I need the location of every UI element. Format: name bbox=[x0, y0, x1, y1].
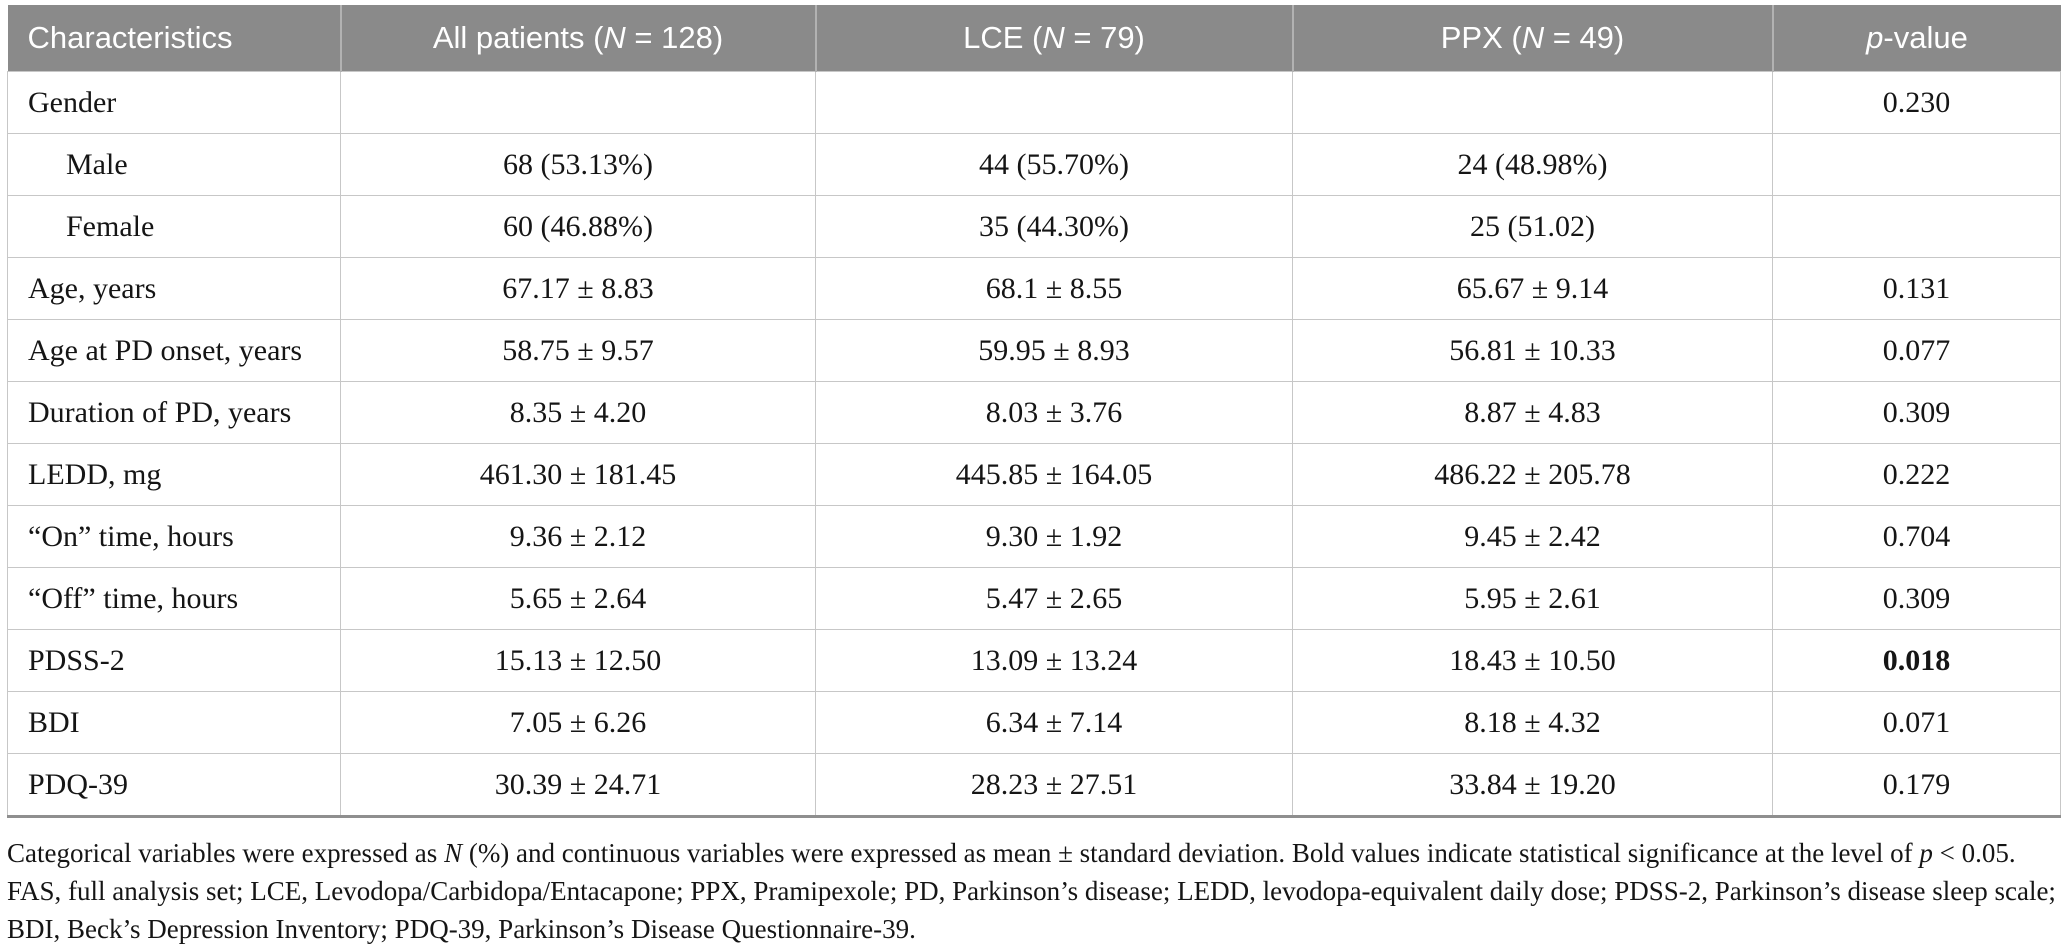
p-value-cell: 0.222 bbox=[1772, 443, 2061, 506]
lce-cell: 13.09 ± 13.24 bbox=[815, 629, 1293, 692]
ppx-cell: 486.22 ± 205.78 bbox=[1292, 443, 1773, 506]
p-value-cell: 0.309 bbox=[1772, 567, 2061, 630]
p-value-cell bbox=[1772, 195, 2061, 258]
row-bdi: BDI 7.05 ± 6.26 6.34 ± 7.14 8.18 ± 4.32 … bbox=[7, 691, 2061, 754]
all-patients-cell: 30.39 ± 24.71 bbox=[340, 753, 816, 818]
all-patients-cell: 461.30 ± 181.45 bbox=[340, 443, 816, 506]
footnote-text: (%) and continuous variables were expres… bbox=[462, 838, 1920, 868]
table-footnote: Categorical variables were expressed as … bbox=[7, 834, 2060, 948]
footnote-text: < 0.05. FAS, full analysis set; LCE, Lev… bbox=[7, 838, 2056, 944]
row-label-cell: Age at PD onset, years bbox=[7, 319, 341, 382]
row-male: Male 68 (53.13%) 44 (55.70%) 24 (48.98%) bbox=[7, 133, 2061, 196]
lce-cell: 28.23 ± 27.51 bbox=[815, 753, 1293, 818]
row-label-cell: Age, years bbox=[7, 257, 341, 320]
lce-cell bbox=[815, 71, 1293, 134]
ppx-cell: 65.67 ± 9.14 bbox=[1292, 257, 1773, 320]
ppx-cell: 8.87 ± 4.83 bbox=[1292, 381, 1773, 444]
row-age-at-pd-onset: Age at PD onset, years 58.75 ± 9.57 59.9… bbox=[7, 319, 2061, 382]
header-p-value-post: -value bbox=[1883, 20, 1968, 55]
row-label-cell: “On” time, hours bbox=[7, 505, 341, 568]
header-all-patients-n: N bbox=[603, 20, 626, 55]
p-value-cell: 0.230 bbox=[1772, 71, 2061, 134]
header-row: Characteristics All patients (N = 128) L… bbox=[7, 5, 2061, 72]
header-ppx-pre: PPX ( bbox=[1440, 20, 1522, 55]
all-patients-cell: 8.35 ± 4.20 bbox=[340, 381, 816, 444]
ppx-cell: 24 (48.98%) bbox=[1292, 133, 1773, 196]
row-label-cell: LEDD, mg bbox=[7, 443, 341, 506]
lce-cell: 59.95 ± 8.93 bbox=[815, 319, 1293, 382]
row-duration-of-pd: Duration of PD, years 8.35 ± 4.20 8.03 ±… bbox=[7, 381, 2061, 444]
p-value-cell: 0.704 bbox=[1772, 505, 2061, 568]
lce-cell: 68.1 ± 8.55 bbox=[815, 257, 1293, 320]
header-lce-post: = 79) bbox=[1064, 20, 1145, 55]
header-characteristics: Characteristics bbox=[7, 5, 342, 72]
row-age: Age, years 67.17 ± 8.83 68.1 ± 8.55 65.6… bbox=[7, 257, 2061, 320]
row-label-cell: “Off” time, hours bbox=[7, 567, 341, 630]
row-label-cell: BDI bbox=[7, 691, 341, 754]
all-patients-cell: 68 (53.13%) bbox=[340, 133, 816, 196]
row-label-cell: Female bbox=[7, 195, 341, 258]
characteristics-table: Characteristics All patients (N = 128) L… bbox=[7, 5, 2061, 818]
ppx-cell: 5.95 ± 2.61 bbox=[1292, 567, 1773, 630]
p-value-cell: 0.309 bbox=[1772, 381, 2061, 444]
header-lce-pre: LCE ( bbox=[963, 20, 1043, 55]
ppx-cell: 33.84 ± 19.20 bbox=[1292, 753, 1773, 818]
ppx-cell: 9.45 ± 2.42 bbox=[1292, 505, 1773, 568]
row-female: Female 60 (46.88%) 35 (44.30%) 25 (51.02… bbox=[7, 195, 2061, 258]
header-ppx-post: = 49) bbox=[1544, 20, 1625, 55]
p-value-cell: 0.071 bbox=[1772, 691, 2061, 754]
row-pdss2: PDSS-2 15.13 ± 12.50 13.09 ± 13.24 18.43… bbox=[7, 629, 2061, 692]
lce-cell: 35 (44.30%) bbox=[815, 195, 1293, 258]
ppx-cell: 8.18 ± 4.32 bbox=[1292, 691, 1773, 754]
p-value-cell: 0.018 bbox=[1772, 629, 2061, 692]
row-label-cell: Male bbox=[7, 133, 341, 196]
row-gender: Gender 0.230 bbox=[7, 71, 2061, 134]
row-label-cell: Duration of PD, years bbox=[7, 381, 341, 444]
all-patients-cell: 7.05 ± 6.26 bbox=[340, 691, 816, 754]
lce-cell: 44 (55.70%) bbox=[815, 133, 1293, 196]
header-p-value-p: p bbox=[1866, 20, 1884, 55]
row-ledd: LEDD, mg 461.30 ± 181.45 445.85 ± 164.05… bbox=[7, 443, 2061, 506]
header-p-value: p-value bbox=[1772, 5, 2061, 72]
all-patients-cell: 9.36 ± 2.12 bbox=[340, 505, 816, 568]
footnote-text: Categorical variables were expressed as bbox=[7, 838, 445, 868]
header-lce: LCE (N = 79) bbox=[815, 5, 1294, 72]
all-patients-cell: 15.13 ± 12.50 bbox=[340, 629, 816, 692]
lce-cell: 6.34 ± 7.14 bbox=[815, 691, 1293, 754]
header-all-patients-pre: All patients ( bbox=[432, 20, 604, 55]
all-patients-cell bbox=[340, 71, 816, 134]
row-on-time: “On” time, hours 9.36 ± 2.12 9.30 ± 1.92… bbox=[7, 505, 2061, 568]
p-value-cell bbox=[1772, 133, 2061, 196]
header-characteristics-label: Characteristics bbox=[27, 20, 233, 55]
header-ppx-n: N bbox=[1521, 20, 1545, 55]
p-value-cell: 0.131 bbox=[1772, 257, 2061, 320]
all-patients-cell: 58.75 ± 9.57 bbox=[340, 319, 816, 382]
all-patients-cell: 5.65 ± 2.64 bbox=[340, 567, 816, 630]
ppx-cell: 25 (51.02) bbox=[1292, 195, 1773, 258]
ppx-cell: 56.81 ± 10.33 bbox=[1292, 319, 1773, 382]
row-label-cell: PDSS-2 bbox=[7, 629, 341, 692]
ppx-cell: 18.43 ± 10.50 bbox=[1292, 629, 1773, 692]
p-value-cell: 0.077 bbox=[1772, 319, 2061, 382]
header-all-patients-post: = 128) bbox=[625, 20, 724, 55]
footnote-italic-n: N bbox=[444, 838, 463, 868]
lce-cell: 5.47 ± 2.65 bbox=[815, 567, 1293, 630]
row-pdq39: PDQ-39 30.39 ± 24.71 28.23 ± 27.51 33.84… bbox=[7, 753, 2061, 818]
lce-cell: 9.30 ± 1.92 bbox=[815, 505, 1293, 568]
all-patients-cell: 60 (46.88%) bbox=[340, 195, 816, 258]
row-off-time: “Off” time, hours 5.65 ± 2.64 5.47 ± 2.6… bbox=[7, 567, 2061, 630]
p-value-cell: 0.179 bbox=[1772, 753, 2061, 818]
lce-cell: 8.03 ± 3.76 bbox=[815, 381, 1293, 444]
all-patients-cell: 67.17 ± 8.83 bbox=[340, 257, 816, 320]
ppx-cell bbox=[1292, 71, 1773, 134]
row-label-cell: Gender bbox=[7, 71, 341, 134]
lce-cell: 445.85 ± 164.05 bbox=[815, 443, 1293, 506]
header-all-patients: All patients (N = 128) bbox=[340, 5, 817, 72]
row-label-cell: PDQ-39 bbox=[7, 753, 341, 818]
header-lce-n: N bbox=[1042, 20, 1065, 55]
footnote-italic-p: p bbox=[1919, 838, 1933, 868]
header-ppx: PPX (N = 49) bbox=[1292, 5, 1774, 72]
